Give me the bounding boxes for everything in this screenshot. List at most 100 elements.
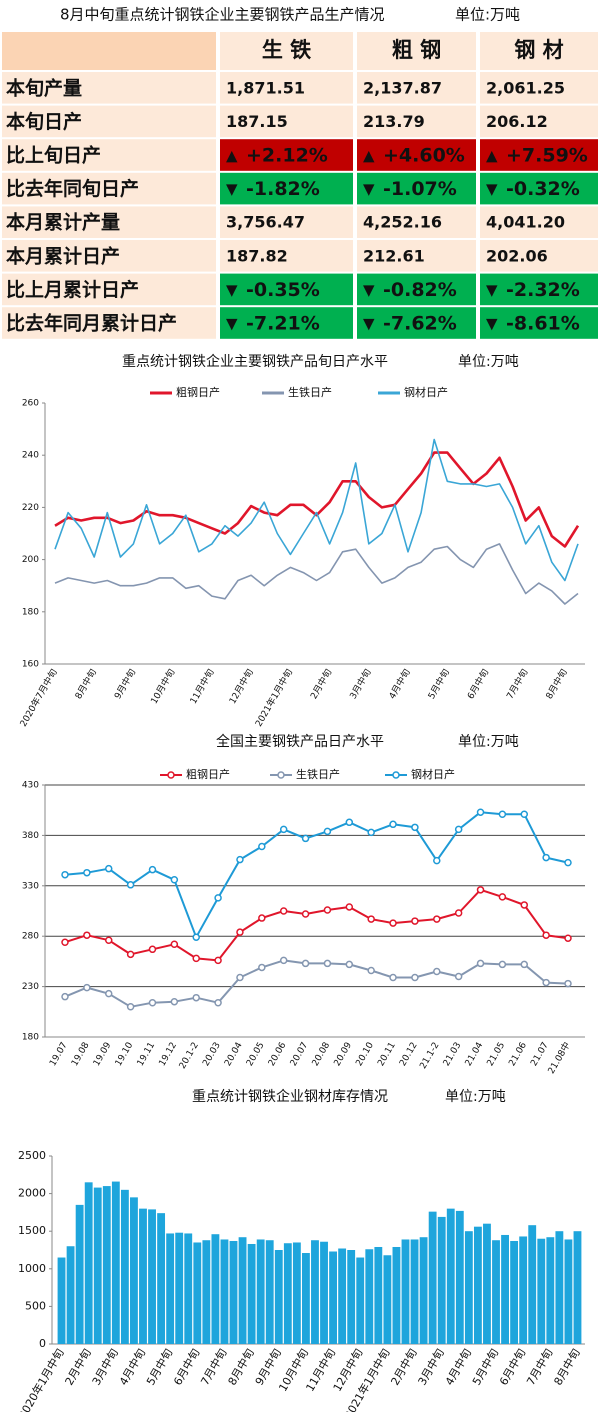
table-cell xyxy=(220,72,353,104)
x-tick-label: 5月中旬 xyxy=(425,667,452,701)
point xyxy=(170,997,179,1006)
table-cell xyxy=(480,240,598,272)
y-tick-label: 260 xyxy=(22,399,39,409)
header-text: 生 铁 xyxy=(262,38,311,62)
x-tick-label: 11月中旬 xyxy=(187,667,217,706)
series-line xyxy=(54,438,579,582)
x-tick-label: 21.07 xyxy=(529,1041,551,1068)
x-tick-label: 12月中旬 xyxy=(226,667,256,706)
bar xyxy=(256,1239,265,1344)
bar xyxy=(157,1213,166,1344)
bar xyxy=(139,1208,147,1344)
legend-label: 钢材日产 xyxy=(411,767,455,781)
bar xyxy=(283,1243,292,1344)
bar xyxy=(473,1226,482,1344)
point xyxy=(170,940,179,949)
table-cell xyxy=(480,72,598,104)
legend-label: 粗钢日产 xyxy=(176,385,220,399)
cell-value: 4,041.20 xyxy=(486,213,565,232)
point xyxy=(345,960,354,969)
x-tick-label: 21.05 xyxy=(486,1041,508,1068)
x-tick-label: 7月中旬 xyxy=(504,667,531,701)
bar xyxy=(374,1246,383,1344)
bar xyxy=(120,1189,129,1344)
x-tick-label: 21.1-2 xyxy=(418,1041,441,1071)
table-cell xyxy=(357,273,476,306)
point xyxy=(389,973,397,982)
point xyxy=(520,810,529,818)
table-cell xyxy=(220,273,353,306)
series-line xyxy=(64,811,569,939)
bar xyxy=(483,1223,491,1344)
legend-marker xyxy=(392,771,400,779)
bar xyxy=(292,1242,301,1344)
point xyxy=(258,963,266,972)
y-tick-label: 1000 xyxy=(18,1262,46,1275)
point xyxy=(104,864,113,873)
bar xyxy=(320,1241,328,1344)
row-label: 比去年同旬日产 xyxy=(6,177,139,200)
chart-unit: 单位:万吨 xyxy=(458,354,519,370)
x-tick-label: 20.12 xyxy=(398,1041,420,1068)
point xyxy=(498,960,507,969)
row-label-cell xyxy=(2,139,216,171)
point xyxy=(411,917,419,925)
x-tick-label: 20.1-2 xyxy=(178,1041,201,1071)
y-tick-label: 0 xyxy=(39,1337,46,1350)
point xyxy=(126,881,135,889)
point xyxy=(542,978,550,987)
bar xyxy=(546,1237,555,1344)
y-tick-label: 430 xyxy=(22,781,39,791)
table-cell xyxy=(220,105,353,138)
point xyxy=(564,979,572,988)
point xyxy=(345,818,354,827)
cell-value: -0.35% xyxy=(246,279,320,301)
table-cell xyxy=(357,139,476,171)
cell-value: -8.61% xyxy=(506,313,580,335)
cell-value: 2,061.25 xyxy=(486,78,565,97)
arrow-icon: ▲ xyxy=(363,147,375,165)
x-tick-label: 20.09 xyxy=(333,1041,355,1069)
arrow-icon: ▲ xyxy=(486,147,498,165)
y-tick-label: 2500 xyxy=(18,1149,46,1162)
legend-marker xyxy=(277,771,285,779)
legend-label: 钢材日产 xyxy=(404,385,448,399)
x-tick-label: 19.11 xyxy=(136,1041,158,1068)
point xyxy=(83,868,91,877)
x-tick-label: 20.03 xyxy=(201,1041,223,1068)
bar xyxy=(202,1240,211,1344)
table-cell xyxy=(357,307,476,339)
point xyxy=(104,989,113,998)
bar xyxy=(365,1249,374,1344)
table-cell xyxy=(480,105,598,138)
bar xyxy=(510,1240,519,1344)
cell-value: 212.61 xyxy=(363,246,425,265)
point xyxy=(83,983,91,992)
y-tick-label: 230 xyxy=(22,982,39,992)
bar xyxy=(338,1248,347,1344)
point xyxy=(192,954,200,963)
point xyxy=(258,842,266,851)
x-tick-label: 3月中旬 xyxy=(347,667,374,701)
point xyxy=(236,855,244,864)
row-label-cell xyxy=(2,240,216,272)
bar xyxy=(238,1237,247,1344)
table-cell xyxy=(220,206,353,238)
y-tick-label: 180 xyxy=(22,1033,39,1043)
point xyxy=(279,956,288,965)
y-tick-label: 160 xyxy=(22,660,39,670)
cell-value: 187.82 xyxy=(226,246,288,265)
point xyxy=(148,998,157,1007)
series-line xyxy=(64,959,569,1008)
point xyxy=(236,928,244,936)
point xyxy=(476,886,485,894)
bar xyxy=(564,1239,573,1344)
point xyxy=(323,906,332,914)
cell-value: 2,137.87 xyxy=(363,78,442,97)
point xyxy=(170,876,179,884)
bar xyxy=(75,1204,84,1344)
bar xyxy=(464,1231,473,1344)
series-line xyxy=(64,888,569,962)
chart-title: 重点统计钢铁企业钢材库存情况 xyxy=(192,1088,388,1105)
x-tick-label: 21.03 xyxy=(442,1041,464,1068)
